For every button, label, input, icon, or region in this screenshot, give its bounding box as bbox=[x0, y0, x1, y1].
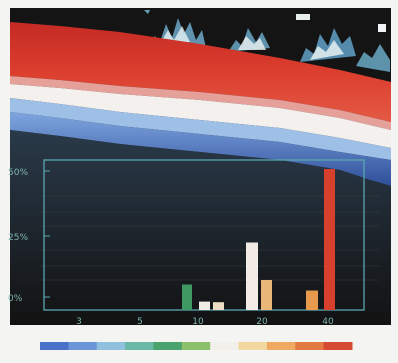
deep-bottom bbox=[10, 130, 391, 325]
histogram-bar bbox=[246, 242, 258, 310]
color-scale-swatch bbox=[181, 342, 211, 350]
color-scale-swatch bbox=[266, 342, 296, 350]
color-scale-swatch bbox=[238, 342, 268, 350]
color-scale-swatch bbox=[96, 342, 126, 350]
surface-echoes bbox=[144, 10, 390, 72]
red-band bbox=[10, 22, 391, 122]
size-histogram: 50% 25% 0% 3 5 10 20 40 bbox=[8, 159, 365, 327]
scan-lines bbox=[40, 195, 380, 281]
color-scale-swatch bbox=[68, 342, 98, 350]
color-scale-swatch bbox=[153, 342, 183, 350]
histogram-bar bbox=[306, 290, 318, 310]
histogram-bar bbox=[199, 301, 210, 310]
color-scale-swatch bbox=[210, 342, 240, 350]
y-axis-ticks: 50% 25% 0% bbox=[8, 168, 50, 304]
histogram-bar bbox=[182, 284, 192, 310]
x-axis-ticks: 3 5 10 20 40 bbox=[76, 317, 334, 327]
histogram-bar bbox=[213, 302, 224, 310]
histogram-bar bbox=[261, 280, 272, 310]
blue-band bbox=[10, 112, 391, 186]
x-tick-label: 40 bbox=[322, 317, 334, 327]
color-scale-swatch bbox=[125, 342, 154, 350]
light-blue-band bbox=[10, 98, 391, 160]
seabed-bands bbox=[10, 22, 391, 325]
histogram-bars bbox=[182, 169, 335, 310]
x-tick-label: 10 bbox=[192, 317, 204, 327]
x-tick-label: 5 bbox=[137, 317, 143, 327]
color-scale-bar bbox=[40, 342, 353, 350]
y-tick-label: 0% bbox=[8, 294, 23, 304]
color-scale-swatch bbox=[323, 342, 353, 350]
histogram-bar bbox=[324, 169, 335, 310]
pink-transition bbox=[10, 76, 391, 130]
y-tick-label: 25% bbox=[8, 233, 28, 243]
color-scale-swatch bbox=[295, 342, 325, 350]
y-tick-label: 50% bbox=[8, 168, 28, 178]
color-scale-swatch bbox=[40, 342, 69, 350]
x-tick-label: 20 bbox=[256, 317, 268, 327]
x-tick-label: 3 bbox=[76, 317, 82, 327]
white-band bbox=[10, 84, 391, 148]
